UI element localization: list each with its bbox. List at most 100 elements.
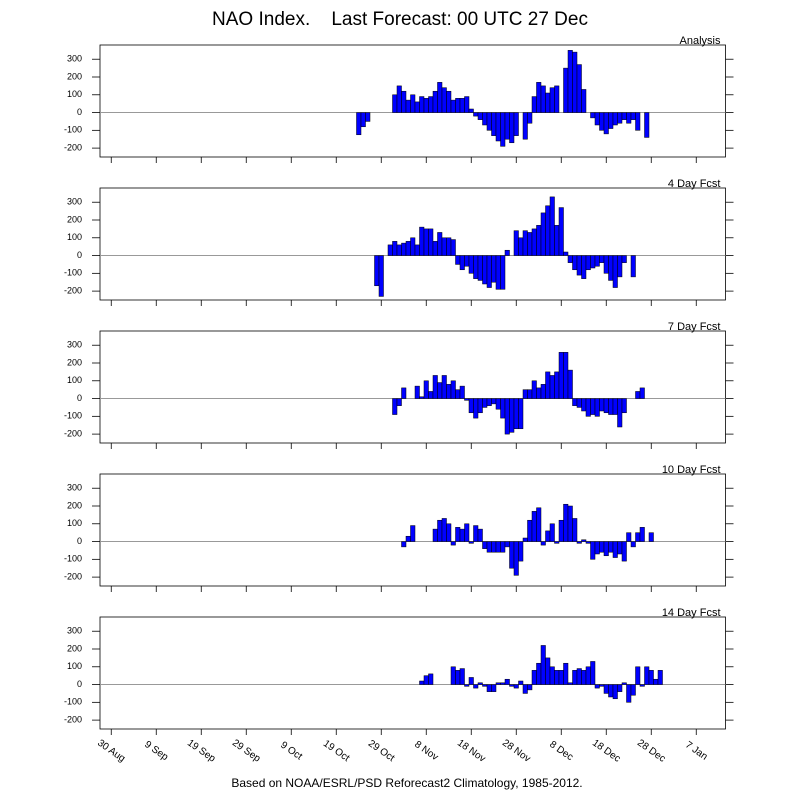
bar [585, 541, 591, 544]
bar [518, 680, 524, 685]
bar [554, 371, 560, 399]
bar [423, 228, 429, 256]
bar [459, 385, 465, 399]
bar [486, 255, 492, 288]
bar [608, 684, 614, 698]
bar [554, 670, 560, 685]
bar [513, 684, 519, 689]
bar [401, 387, 407, 399]
bar [374, 255, 380, 287]
bar [531, 228, 537, 256]
bar [536, 507, 542, 542]
bar [531, 670, 537, 685]
bar [635, 112, 641, 131]
y-tick-label: 300 [67, 340, 82, 350]
panel-label: 7 Day Fcst [668, 321, 721, 333]
bar [531, 96, 537, 113]
panel-label: 4 Day Fcst [668, 178, 721, 190]
bar [432, 375, 438, 399]
bar [522, 684, 528, 694]
bar [567, 369, 573, 399]
bar [378, 255, 384, 297]
bar [513, 112, 519, 136]
bar [473, 112, 479, 117]
y-tick-label: 200 [67, 643, 82, 653]
bar [437, 82, 443, 113]
bar [518, 398, 524, 430]
bar [513, 398, 519, 430]
bar [459, 668, 465, 685]
bar [491, 398, 497, 405]
bar [599, 255, 605, 263]
chart-title: NAO Index. Last Forecast: 00 UTC 27 Dec [212, 9, 588, 30]
y-tick-label: -200 [64, 285, 82, 295]
y-tick-label: -100 [64, 697, 82, 707]
x-tick-label: 7 Jan [683, 740, 709, 763]
bar [450, 541, 456, 546]
bar [581, 398, 587, 412]
bar [590, 112, 596, 119]
bar [522, 537, 528, 542]
bar [396, 398, 402, 406]
bar [626, 112, 632, 124]
chart-note: Based on NOAA/ESRL/PSD Reforecast2 Clima… [231, 776, 582, 790]
x-tick-label: 30 Aug [95, 738, 127, 765]
bar [590, 541, 596, 560]
bar [608, 112, 614, 129]
bar [603, 112, 609, 135]
y-tick-label: 0 [77, 536, 82, 546]
panel-frame [99, 330, 726, 444]
x-tick-label: 9 Sep [142, 739, 170, 763]
bar [608, 398, 614, 415]
bar [558, 519, 564, 542]
bar [612, 684, 618, 700]
bar [581, 539, 587, 542]
panel-frame [99, 473, 726, 587]
bar [540, 212, 546, 256]
y-tick-label: -200 [64, 142, 82, 152]
bar [491, 541, 497, 553]
bar [549, 87, 555, 113]
bar [419, 396, 425, 399]
bar [509, 398, 515, 433]
bar [419, 680, 425, 685]
bar [576, 668, 582, 685]
bar [572, 398, 578, 406]
bar [477, 112, 483, 120]
x-tick-label: 8 Dec [547, 739, 575, 763]
y-tick-label: 0 [77, 250, 82, 260]
bar [599, 684, 605, 687]
bar [414, 101, 420, 113]
bar [482, 112, 488, 126]
bar [392, 241, 398, 256]
bar [558, 207, 564, 256]
bar [450, 99, 456, 113]
bar [432, 528, 438, 542]
bar [563, 352, 569, 399]
bar [639, 387, 645, 399]
bar [653, 678, 659, 685]
bar [495, 682, 501, 685]
bar [455, 255, 461, 265]
bar [603, 255, 609, 274]
bar [635, 666, 641, 685]
bar [504, 249, 510, 256]
bar [644, 112, 650, 138]
bar [500, 112, 506, 147]
bar [630, 112, 636, 120]
bar [576, 398, 582, 408]
bar [441, 87, 447, 113]
bar [536, 225, 542, 256]
y-tick-label: 200 [67, 500, 82, 510]
bar [585, 398, 591, 417]
x-tick-label: 29 Sep [230, 738, 263, 765]
y-tick-label: 0 [77, 679, 82, 689]
bar [509, 541, 515, 569]
bar [585, 255, 591, 271]
bar [468, 541, 474, 544]
bar [482, 684, 488, 687]
bar [603, 398, 609, 414]
y-tick-label: 100 [67, 89, 82, 99]
bar [558, 352, 564, 399]
bar [464, 398, 470, 401]
